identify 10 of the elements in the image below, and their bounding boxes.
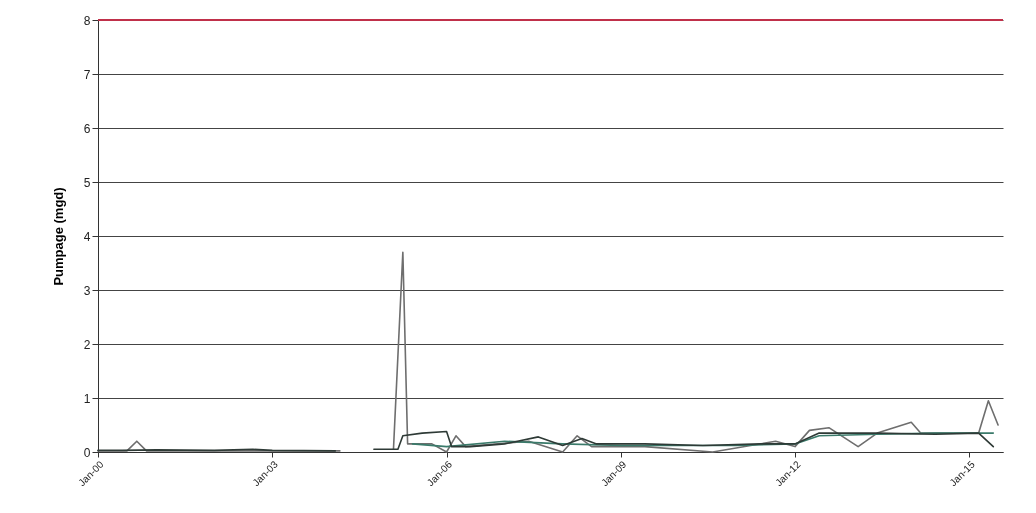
y-tick-label: 2: [83, 337, 91, 352]
y-tick-label: 3: [83, 283, 91, 298]
y-tick-label: 8: [83, 13, 91, 28]
y-tick-label: 5: [83, 175, 91, 190]
y-axis-title: Pumpage (mgd): [50, 187, 66, 286]
y-tick-label: 6: [83, 121, 91, 136]
y-tick-label: 7: [83, 67, 91, 82]
y-tick-label: 4: [83, 229, 91, 244]
y-tick-label: 0: [83, 445, 91, 460]
y-tick-label: 1: [83, 391, 91, 406]
